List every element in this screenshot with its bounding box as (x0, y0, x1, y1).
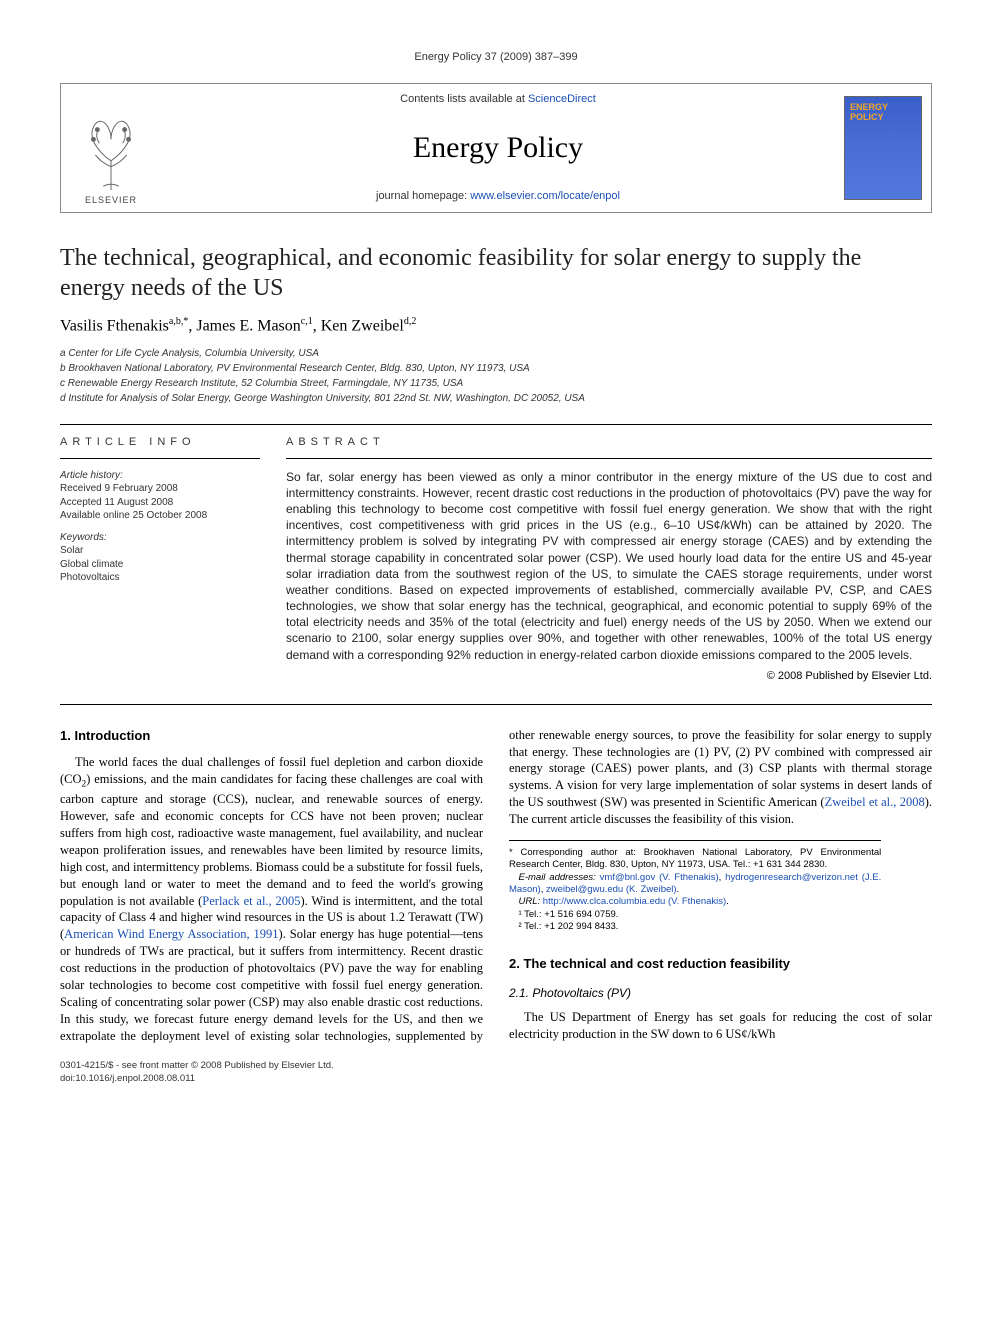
email-zweibel[interactable]: zweibel@gwu.edu (K. Zweibel) (546, 884, 677, 895)
section-2-1-heading: 2.1. Photovoltaics (PV) (509, 985, 932, 1001)
author-2: James E. Mason (196, 317, 300, 334)
online-date: Available online 25 October 2008 (60, 509, 260, 523)
journal-cover-thumbnail: ENERGY POLICY (844, 96, 922, 200)
author-3-affil: d,2 (404, 316, 417, 327)
keywords-label: Keywords: (60, 531, 260, 545)
divider (60, 704, 932, 705)
affiliation-b: b Brookhaven National Laboratory, PV Env… (60, 362, 932, 376)
cover-title-text: ENERGY POLICY (850, 103, 916, 123)
keyword-1: Solar (60, 544, 260, 558)
history-label: Article history: (60, 469, 260, 483)
journal-homepage-line: journal homepage: www.elsevier.com/locat… (171, 189, 825, 204)
intro-text-1b: ) emissions, and the main candidates for… (60, 772, 483, 907)
url-line: URL: http://www.clca.columbia.edu (V. Ft… (509, 896, 881, 908)
abstract-copyright: © 2008 Published by Elsevier Ltd. (286, 669, 932, 684)
received-date: Received 9 February 2008 (60, 482, 260, 496)
abstract-column: abstract So far, solar energy has been v… (286, 425, 932, 684)
article-info-heading: article info (60, 425, 260, 459)
author-url[interactable]: http://www.clca.columbia.edu (V. Fthenak… (543, 896, 726, 907)
section-2-heading: 2. The technical and cost reduction feas… (509, 955, 932, 973)
contents-prefix: Contents lists available at (400, 93, 528, 105)
email-fthenakis[interactable]: vmf@bnl.gov (V. Fthenakis) (600, 872, 719, 883)
journal-cover-block: ENERGY POLICY (835, 84, 931, 212)
section-1-heading: 1. Introduction (60, 727, 483, 745)
tel-1: ¹ Tel.: +1 516 694 0759. (509, 909, 881, 921)
affiliations: a Center for Life Cycle Analysis, Columb… (60, 347, 932, 406)
affiliation-d: d Institute for Analysis of Solar Energy… (60, 392, 932, 406)
publisher-logo-block: ELSEVIER (61, 84, 161, 212)
affiliation-c: c Renewable Energy Research Institute, 5… (60, 377, 932, 391)
abstract-text: So far, solar energy has been viewed as … (286, 469, 932, 663)
running-header: Energy Policy 37 (2009) 387–399 (60, 50, 932, 65)
accepted-date: Accepted 11 August 2008 (60, 496, 260, 510)
publisher-name: ELSEVIER (85, 194, 137, 206)
author-2-affil: c,1 (301, 316, 313, 327)
url-label: URL: (519, 896, 543, 907)
author-list: Vasilis Fthenakisa,b,*, James E. Masonc,… (60, 315, 932, 337)
homepage-prefix: journal homepage: (376, 190, 470, 202)
corresponding-author-note: * Corresponding author at: Brookhaven Na… (509, 847, 881, 872)
email-addresses-line: E-mail addresses: vmf@bnl.gov (V. Fthena… (509, 872, 881, 897)
keyword-3: Photovoltaics (60, 571, 260, 585)
abstract-heading: abstract (286, 425, 932, 459)
elsevier-tree-icon (79, 114, 143, 192)
keyword-2: Global climate (60, 558, 260, 572)
ref-awea-1991[interactable]: American Wind Energy Association, 1991 (64, 927, 278, 941)
intro-text-1d: ). Solar energy has huge (279, 927, 407, 941)
journal-masthead: ELSEVIER Contents lists available at Sci… (60, 83, 932, 213)
contents-available-line: Contents lists available at ScienceDirec… (171, 92, 825, 107)
article-info-column: article info Article history: Received 9… (60, 425, 260, 684)
ref-perlack-2005[interactable]: Perlack et al., 2005 (202, 894, 300, 908)
author-1: Vasilis Fthenakis (60, 317, 169, 334)
article-title: The technical, geographical, and economi… (60, 243, 932, 303)
footnotes-block: * Corresponding author at: Brookhaven Na… (509, 840, 881, 933)
email-label: E-mail addresses: (519, 872, 600, 883)
sciencedirect-link[interactable]: ScienceDirect (528, 93, 596, 105)
tel-2: ² Tel.: +1 202 994 8433. (509, 921, 881, 933)
section-2-1-paragraph: The US Department of Energy has set goal… (509, 1009, 932, 1043)
ref-zweibel-2008[interactable]: Zweibel et al., 2008 (825, 795, 925, 809)
journal-name: Energy Policy (171, 128, 825, 169)
author-3: Ken Zweibel (321, 317, 404, 334)
journal-homepage-link[interactable]: www.elsevier.com/locate/enpol (470, 190, 620, 202)
doi-line: doi:10.1016/j.enpol.2008.08.011 (60, 1073, 932, 1085)
affiliation-a: a Center for Life Cycle Analysis, Columb… (60, 347, 932, 361)
body-two-column: 1. Introduction The world faces the dual… (60, 727, 932, 1045)
issn-copyright-line: 0301-4215/$ - see front matter © 2008 Pu… (60, 1060, 932, 1072)
front-matter-strip: 0301-4215/$ - see front matter © 2008 Pu… (60, 1060, 932, 1085)
author-1-affil: a,b,* (169, 316, 188, 327)
